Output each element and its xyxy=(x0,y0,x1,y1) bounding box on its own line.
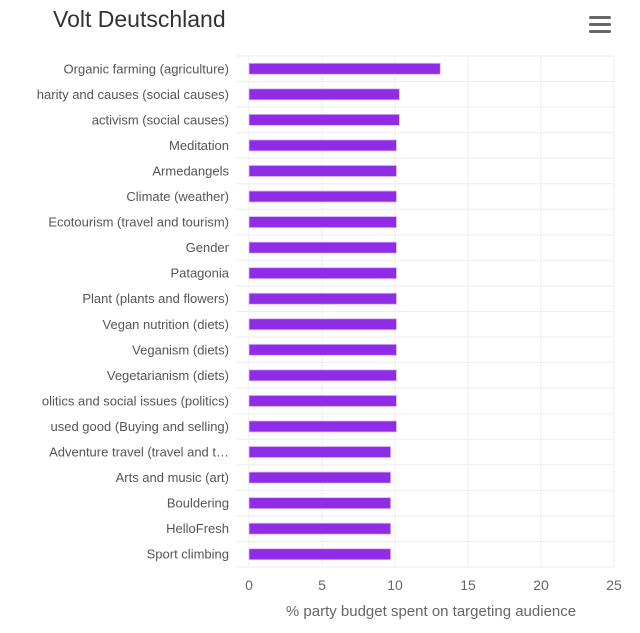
bar[interactable] xyxy=(248,343,397,356)
bar[interactable] xyxy=(248,369,397,382)
category-label: Adventure travel (travel and t… xyxy=(49,445,229,460)
x-tick-labels: 0 5 10 15 20 25 xyxy=(245,577,622,593)
category-label: Armedangels xyxy=(152,163,229,178)
category-label: Sport climbing xyxy=(147,547,229,562)
category-label: olitics and social issues (politics) xyxy=(42,393,229,408)
category-label: Plant (plants and flowers) xyxy=(82,291,229,306)
bar[interactable] xyxy=(248,395,397,407)
category-label: Meditation xyxy=(169,138,229,153)
x-tick-label: 5 xyxy=(318,577,326,593)
bar[interactable] xyxy=(248,318,397,331)
x-tick-label: 25 xyxy=(606,577,622,593)
bar[interactable] xyxy=(248,292,397,305)
bars xyxy=(248,62,441,561)
hamburger-menu-icon[interactable] xyxy=(589,16,611,34)
bar[interactable] xyxy=(248,497,392,510)
category-label: harity and causes (social causes) xyxy=(37,87,229,102)
x-axis-label: % party budget spent on targeting audien… xyxy=(286,603,576,620)
bar[interactable] xyxy=(248,216,397,228)
bar[interactable] xyxy=(248,446,392,458)
bar[interactable] xyxy=(248,471,392,484)
x-tick-label: 15 xyxy=(460,577,476,593)
category-label: Vegan nutrition (diets) xyxy=(103,317,229,332)
category-label: HelloFresh xyxy=(166,521,229,536)
category-label: Vegetarianism (diets) xyxy=(107,368,229,383)
bar[interactable] xyxy=(248,267,397,280)
bar[interactable] xyxy=(248,88,400,101)
category-label: Ecotourism (travel and tourism) xyxy=(48,215,229,230)
category-label: Bouldering xyxy=(167,496,229,511)
category-label: Organic farming (agriculture) xyxy=(64,61,229,76)
x-tick-label: 20 xyxy=(533,577,549,593)
bar[interactable] xyxy=(248,420,397,433)
category-label: Patagonia xyxy=(170,266,229,281)
category-label: Veganism (diets) xyxy=(132,342,229,357)
category-label: Climate (weather) xyxy=(126,189,229,204)
x-tick-label: 10 xyxy=(387,577,403,593)
category-labels: Organic farming (agriculture) harity and … xyxy=(37,61,230,561)
bar[interactable] xyxy=(248,548,392,561)
bar[interactable] xyxy=(248,190,397,203)
x-tick-label: 0 xyxy=(245,577,253,593)
category-label: Arts and music (art) xyxy=(116,470,229,485)
category-label: used good (Buying and selling) xyxy=(50,419,229,434)
grid xyxy=(236,55,615,568)
bar[interactable] xyxy=(248,139,397,152)
category-label: activism (social causes) xyxy=(92,112,229,127)
chart-title: Volt Deutschland xyxy=(53,6,226,32)
category-label: Gender xyxy=(186,240,230,255)
bar[interactable] xyxy=(248,241,397,254)
bar[interactable] xyxy=(248,62,441,75)
bar[interactable] xyxy=(248,113,400,126)
bar[interactable] xyxy=(248,522,392,535)
bar[interactable] xyxy=(248,165,397,177)
